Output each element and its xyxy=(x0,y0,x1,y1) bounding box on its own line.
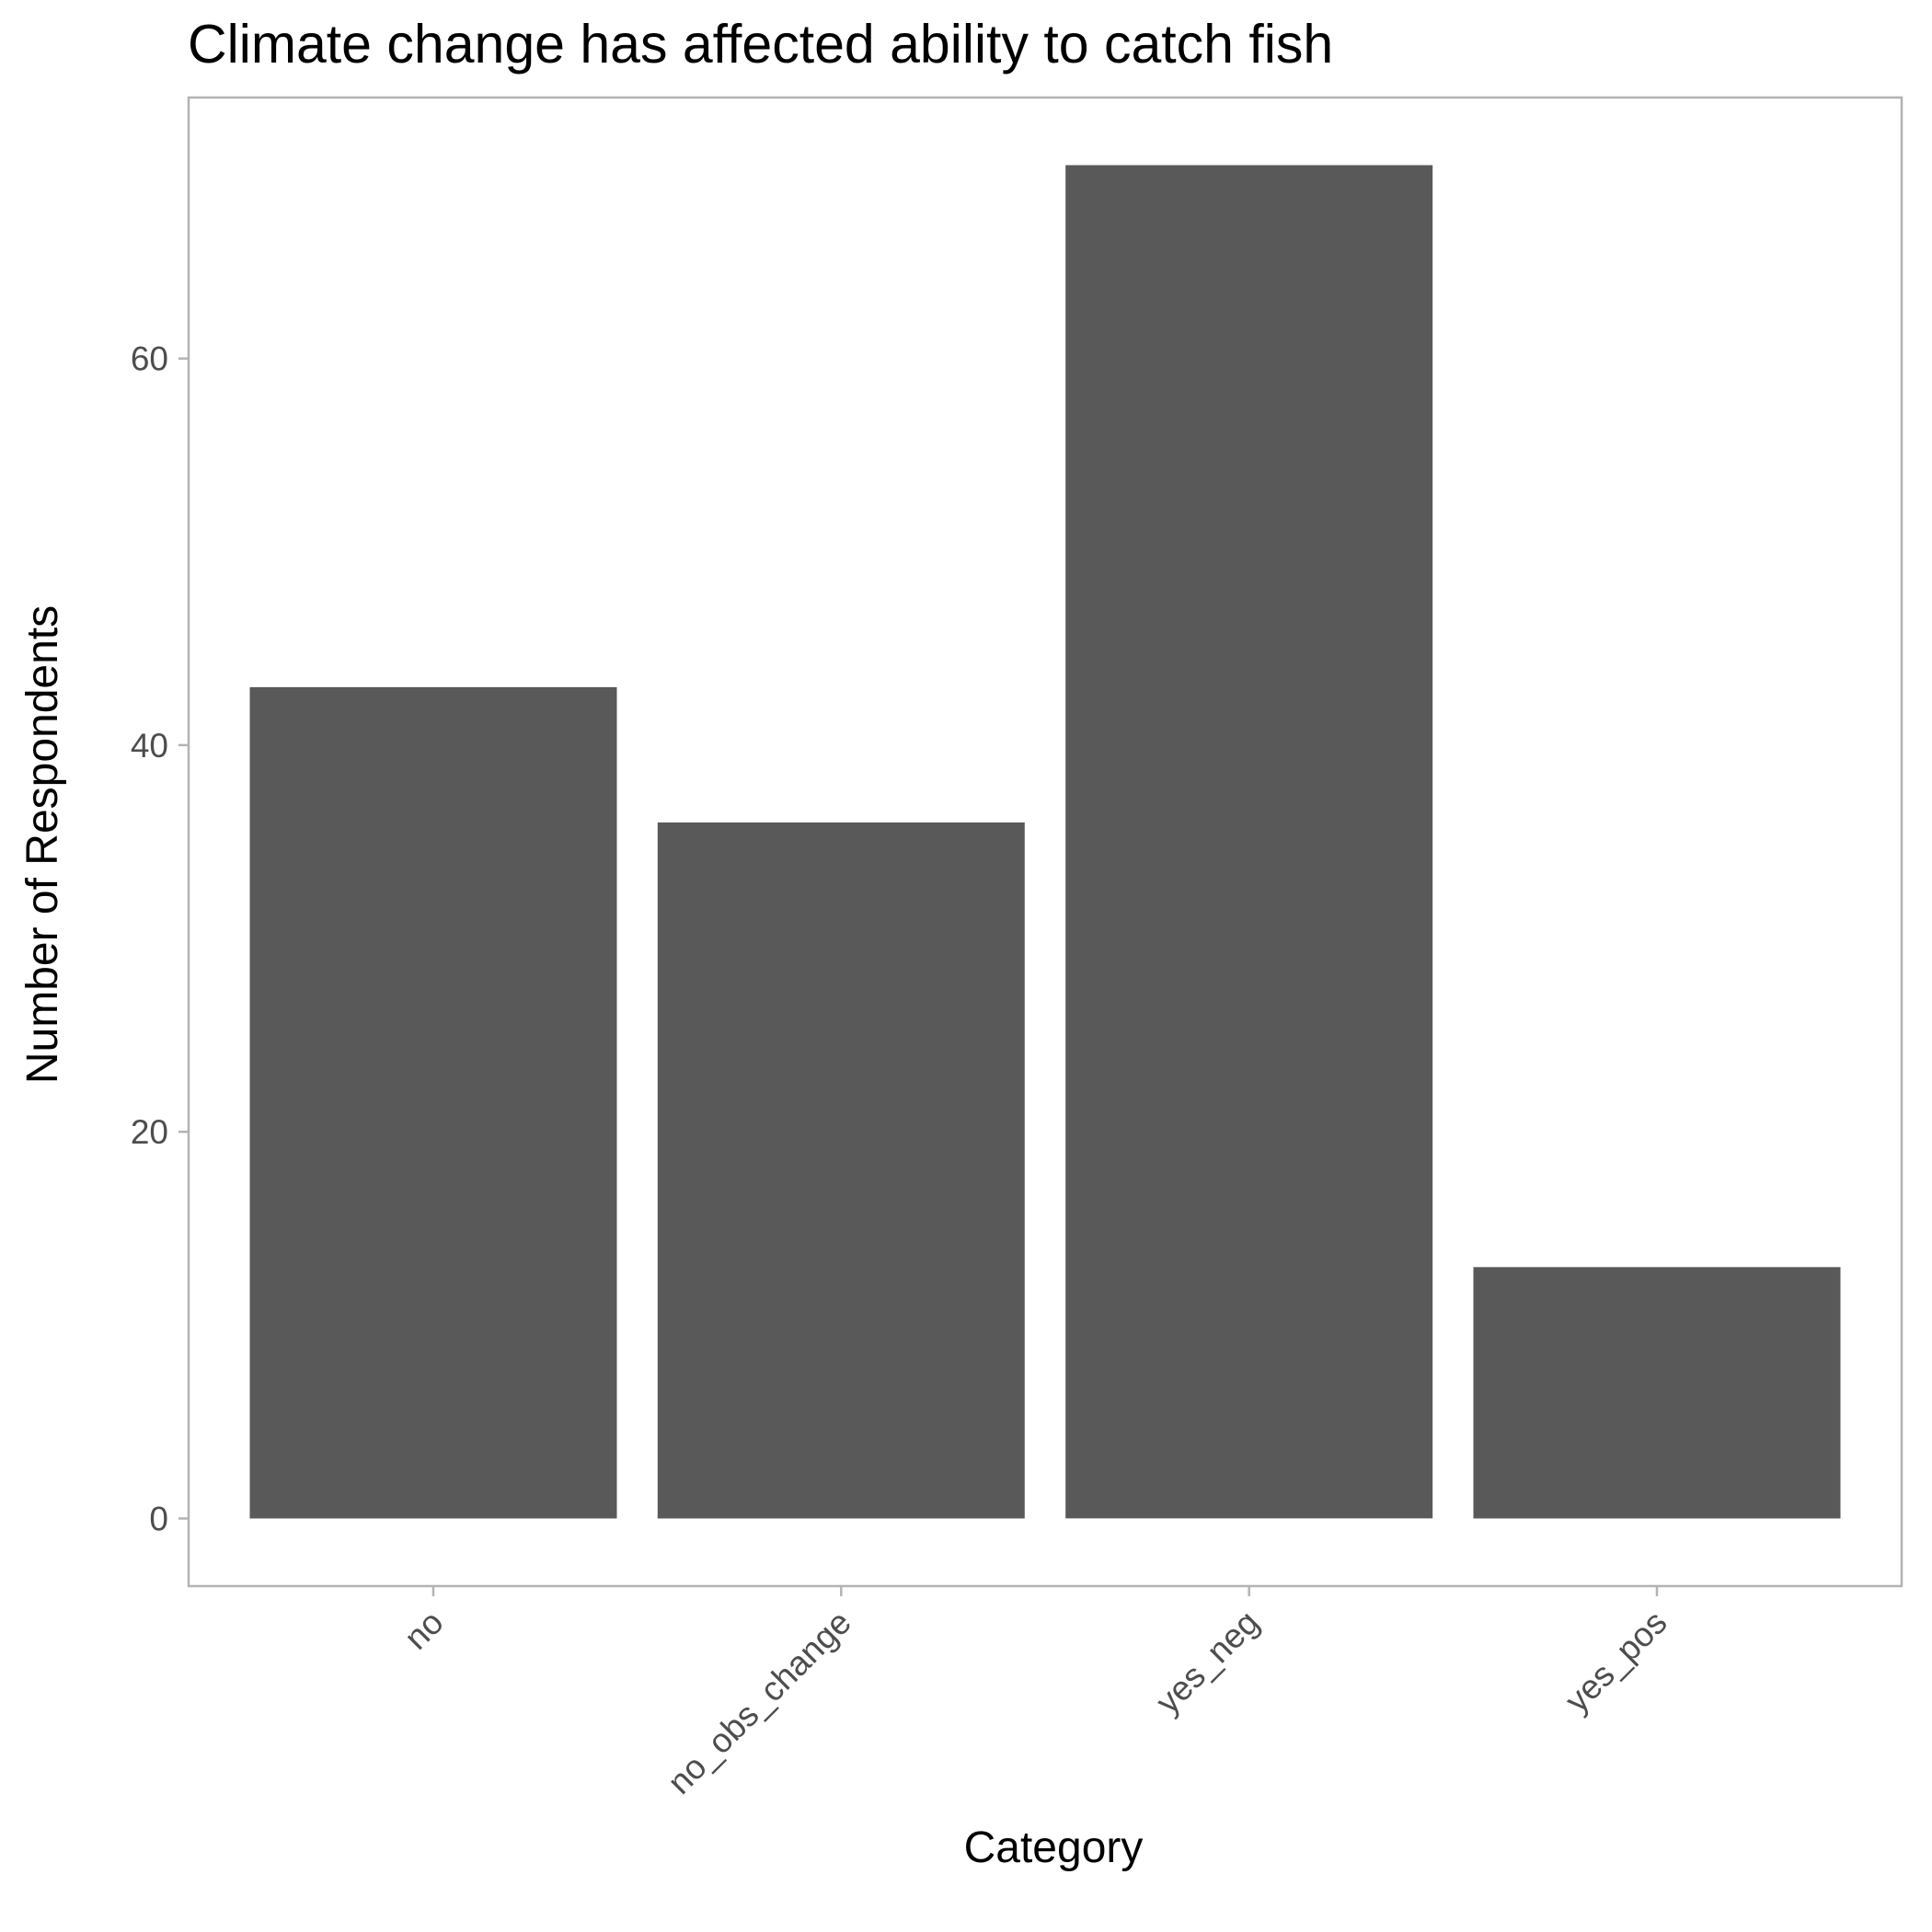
bar-yes_neg xyxy=(1065,165,1433,1519)
y-tick-label: 0 xyxy=(149,1501,168,1538)
y-axis: 0 20 40 60 xyxy=(131,340,189,1538)
x-tick-label: yes_neg xyxy=(1148,1604,1266,1721)
x-axis: no no_obs_change yes_neg yes_pos xyxy=(397,1586,1674,1801)
bar-no xyxy=(249,686,617,1519)
y-tick-label: 20 xyxy=(131,1113,168,1151)
x-tick-label: no_obs_change xyxy=(661,1604,858,1801)
x-axis-title: Category xyxy=(964,1823,1144,1872)
bar-no_obs_change xyxy=(657,822,1025,1519)
plot-panel xyxy=(187,96,1903,1588)
y-tick-label: 60 xyxy=(131,340,168,378)
x-tick-label: yes_pos xyxy=(1558,1604,1673,1719)
bar-yes_pos xyxy=(1473,1267,1841,1519)
y-axis-title: Number of Respondents xyxy=(18,605,67,1084)
bars-layer xyxy=(249,165,1841,1519)
x-tick-label: no xyxy=(397,1604,451,1657)
chart-title: Climate change has affected ability to c… xyxy=(188,14,1333,75)
y-tick-label: 40 xyxy=(131,727,168,765)
